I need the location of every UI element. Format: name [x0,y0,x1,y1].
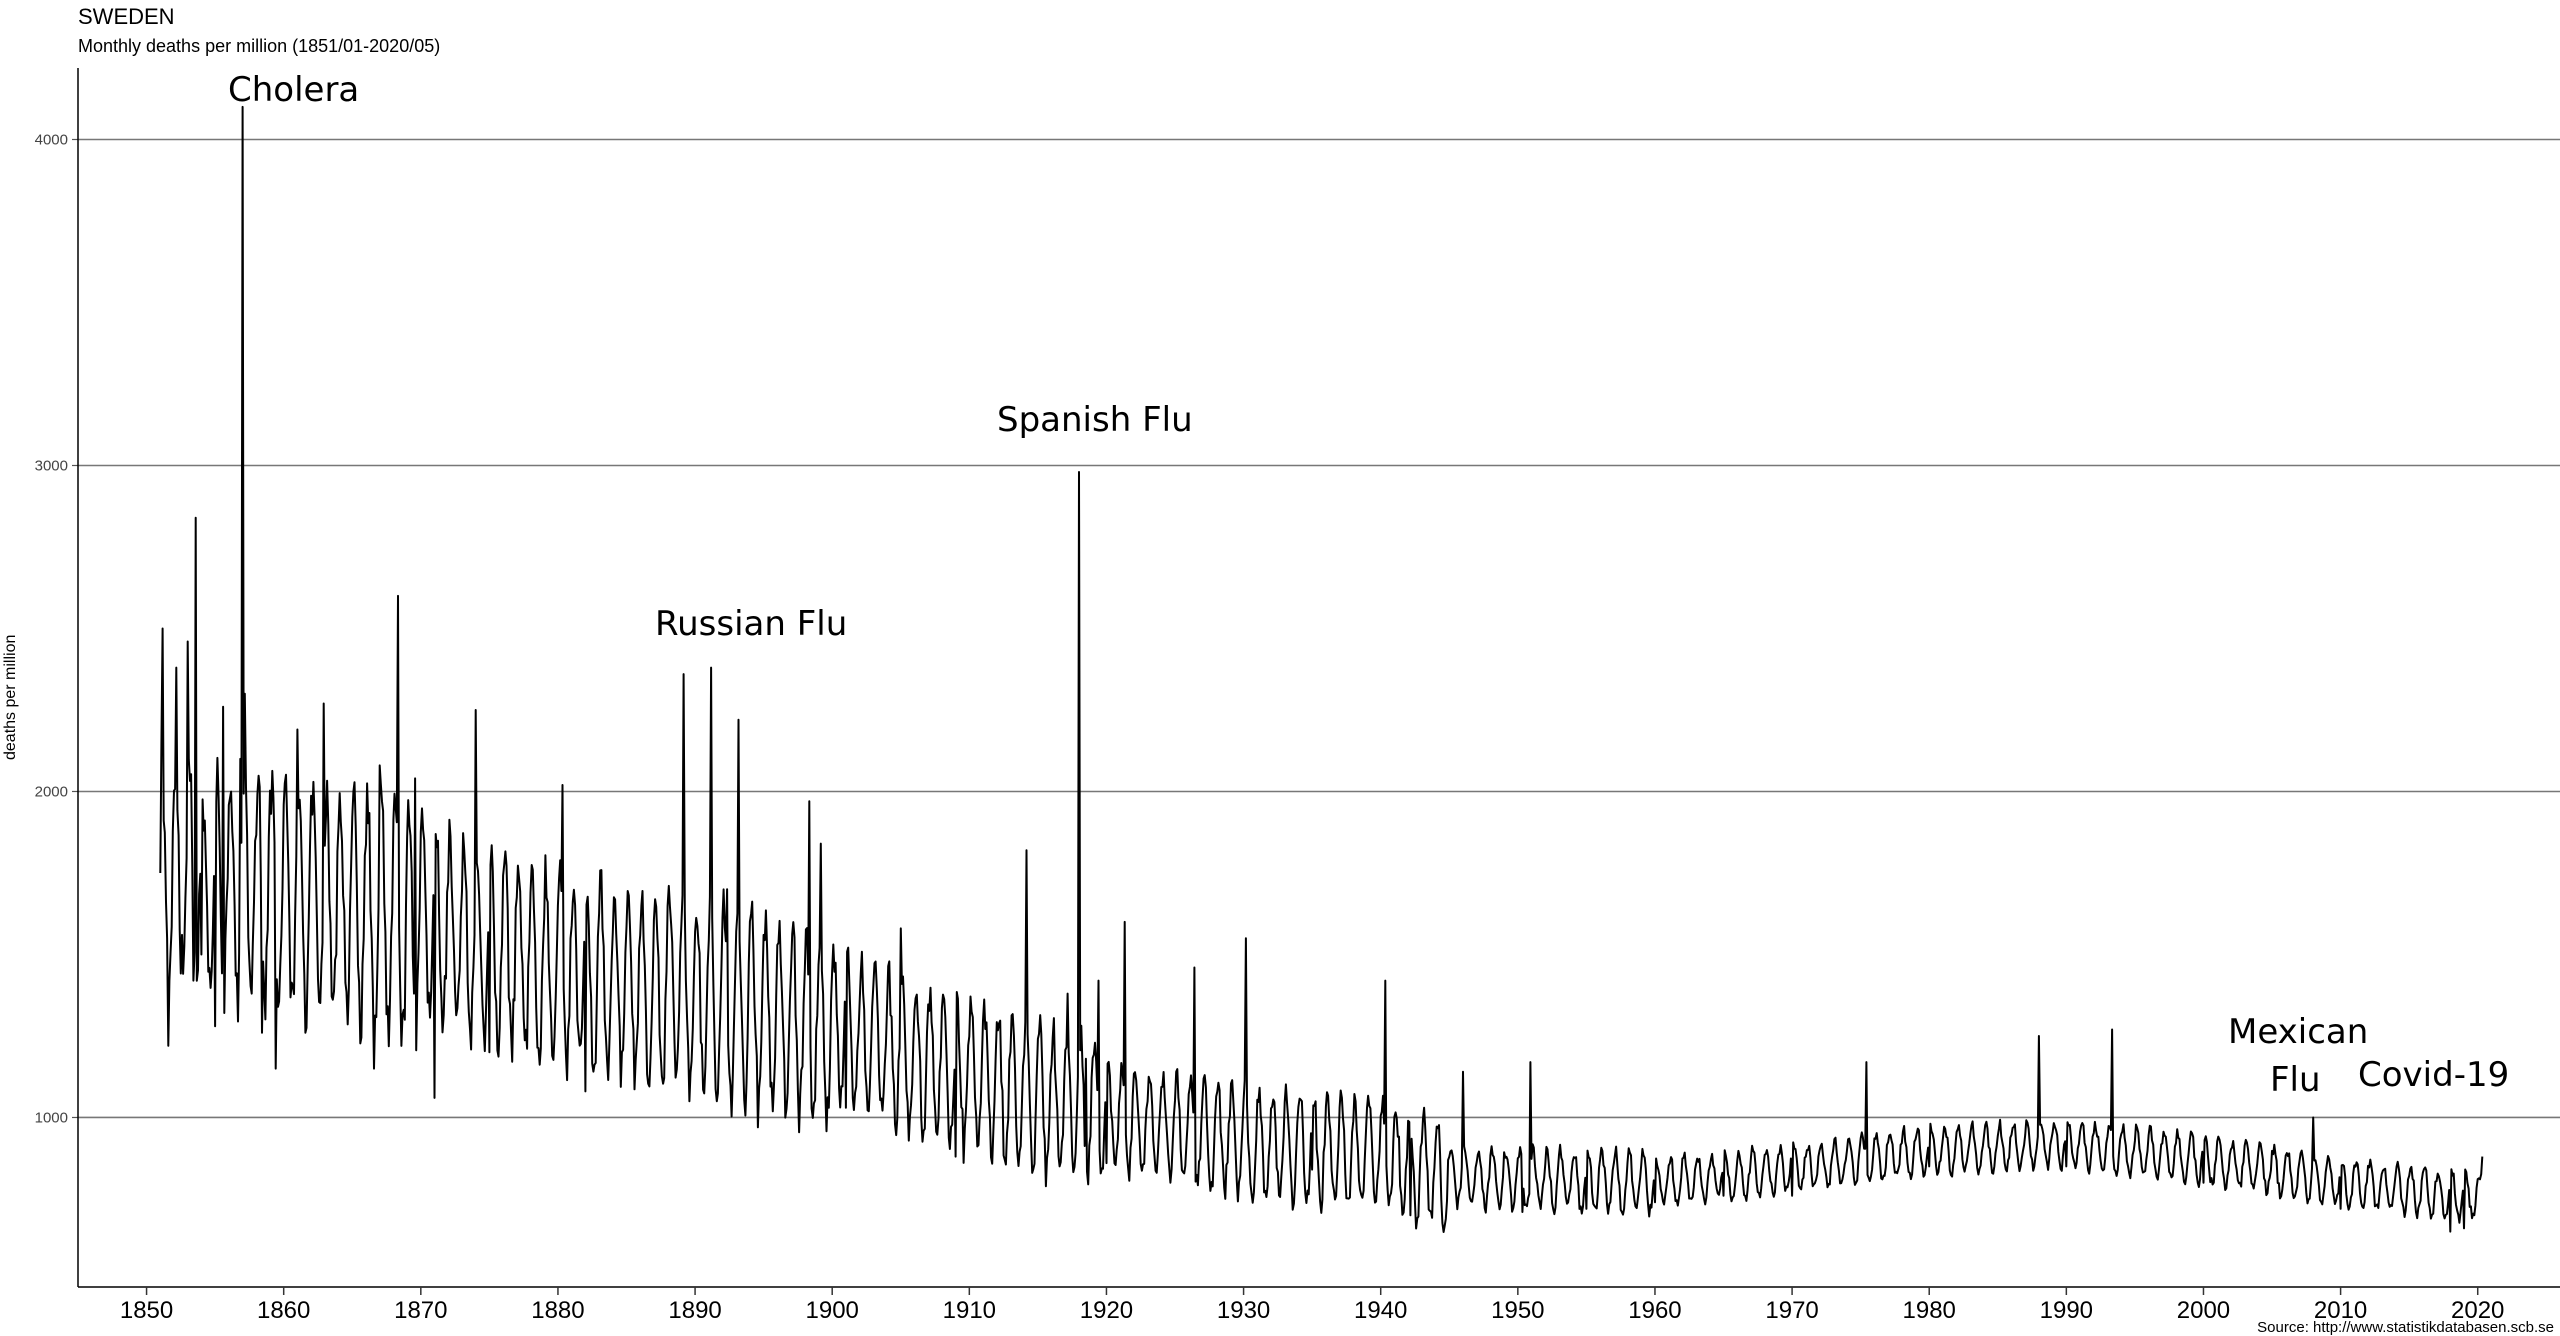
annotation-spanish-flu: Spanish Flu [997,400,1193,440]
series [159,105,2484,1233]
x-tick-label-1890: 1890 [668,1297,721,1324]
y-tick-label-1000: 1000 [35,1109,68,1126]
series-line-deaths [159,105,2484,1233]
chart-subtitle: Monthly deaths per million (1851/01-2020… [78,36,441,56]
x-tick-label-1940: 1940 [1354,1297,1407,1324]
x-tick-label-1960: 1960 [1628,1297,1681,1324]
x-tick-label-1980: 1980 [1903,1297,1956,1324]
axes: 1000 2000 3000 4000 1850 1860 1870 1880 1890 1900… [35,68,2560,1324]
annotation-russian-flu: Russian Flu [655,604,848,644]
x-tick-label-1920: 1920 [1080,1297,1133,1324]
annotation-mexican: Mexican [2228,1012,2369,1052]
x-tick-label-1950: 1950 [1491,1297,1544,1324]
x-tick-label-1930: 1930 [1217,1297,1270,1324]
annotation-covid-19: Covid-19 [2358,1055,2510,1095]
x-tick-label-1900: 1900 [806,1297,859,1324]
x-tick-label-1870: 1870 [394,1297,447,1324]
y-tick-label-3000: 3000 [35,457,68,474]
y-axis-label: deaths per million [2,634,19,760]
grid-lines [78,138,2560,1119]
annotation-flu: Flu [2270,1060,2321,1100]
chart-title: SWEDEN [78,4,175,29]
y-tick-label-2000: 2000 [35,783,68,800]
y-tick-label-4000: 4000 [35,131,68,148]
x-tick-label-2010: 2010 [2314,1297,2367,1324]
x-tick-label-1990: 1990 [2040,1297,2093,1324]
annotation-cholera: Cholera [228,70,360,110]
x-tick-label-1850: 1850 [120,1297,173,1324]
x-tick-label-2020: 2020 [2451,1297,2504,1324]
x-tick-label-1880: 1880 [531,1297,584,1324]
x-tick-label-1970: 1970 [1765,1297,1818,1324]
x-tick-label-1910: 1910 [943,1297,996,1324]
x-tick-label-2000: 2000 [2177,1297,2230,1324]
source-note: Source: http://www.statistikdatabasen.sc… [2257,1319,2554,1336]
x-tick-label-1860: 1860 [257,1297,310,1324]
